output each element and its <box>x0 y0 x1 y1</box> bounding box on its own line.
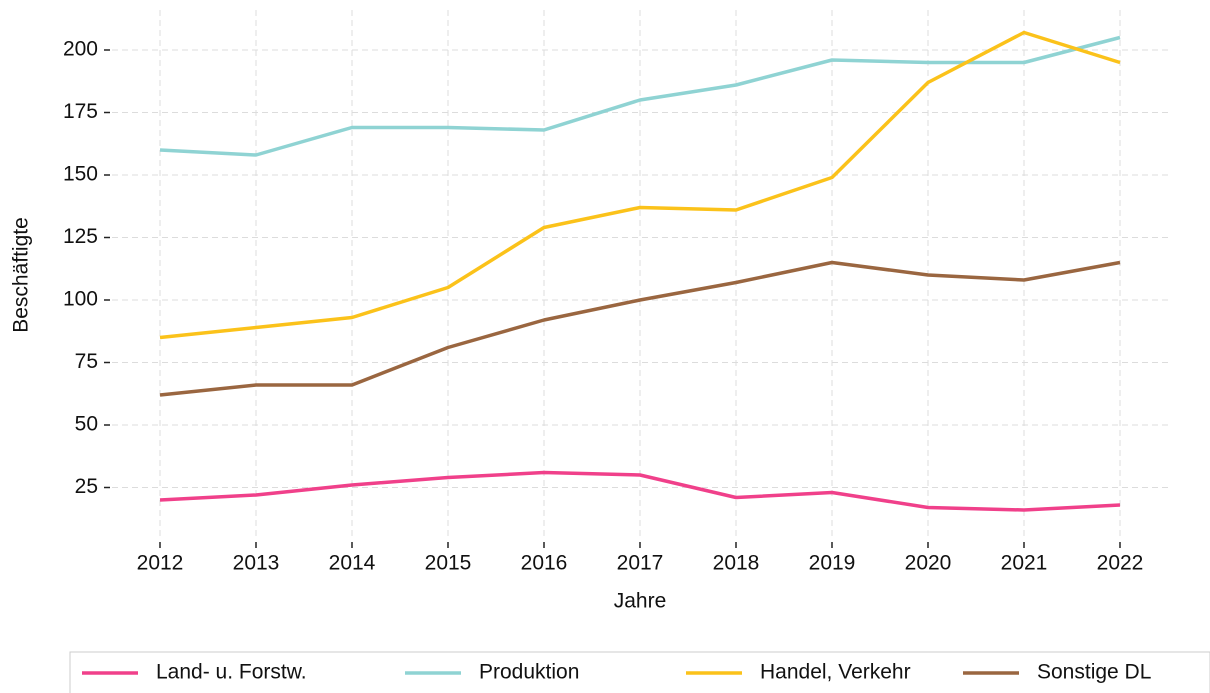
y-tick-label: 100 <box>63 288 98 311</box>
x-tick-label: 2017 <box>617 552 664 575</box>
x-tick-label: 2021 <box>1001 552 1048 575</box>
x-tick-label: 2016 <box>521 552 568 575</box>
series-line <box>159 260 1121 397</box>
x-tick-label: 2022 <box>1097 552 1144 575</box>
y-tick-label: 50 <box>75 413 98 436</box>
y-tick-label: 75 <box>75 350 98 373</box>
y-axis-label: Beschäftigte <box>10 217 33 333</box>
x-tick-label: 2014 <box>329 552 376 575</box>
series-line <box>159 470 1121 512</box>
legend-box <box>69 651 1210 693</box>
y-tick-label: 200 <box>63 38 98 61</box>
series-line <box>159 35 1121 157</box>
legend-label: Sonstige DL <box>1037 661 1151 684</box>
y-tick-label: 175 <box>63 100 98 123</box>
y-tick-label: 150 <box>63 163 98 186</box>
x-tick-label: 2020 <box>905 552 952 575</box>
x-tick-label: 2012 <box>137 552 184 575</box>
x-tick-label: 2019 <box>809 552 856 575</box>
legend-label: Land- u. Forstw. <box>156 661 307 684</box>
series-line <box>159 30 1121 340</box>
x-tick-label: 2015 <box>425 552 472 575</box>
y-tick-label: 125 <box>63 225 98 248</box>
x-tick-label: 2013 <box>233 552 280 575</box>
x-axis-label: Jahre <box>614 590 667 613</box>
legend-label: Produktion <box>479 661 579 684</box>
x-tick-label: 2018 <box>713 552 760 575</box>
legend-label: Handel, Verkehr <box>760 661 911 684</box>
y-tick-label: 25 <box>75 475 98 498</box>
